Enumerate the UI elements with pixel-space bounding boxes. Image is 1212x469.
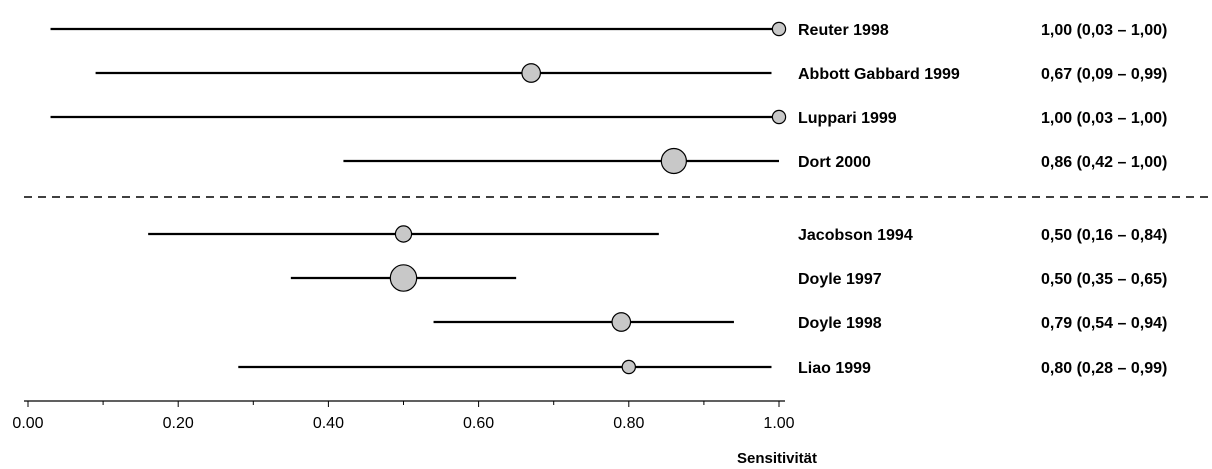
ci-value-label: 0,80 (0,28 – 0,99) (1041, 360, 1167, 377)
study-row: Dort 2000 0,86 (0,42 – 1,00) (343, 147, 1167, 175)
study-rows: Reuter 1998 1,00 (0,03 – 1,00) Abbott Gabb… (50, 21, 1167, 377)
study-row: Jacobson 1994 0,50 (0,16 – 0,84) (148, 225, 1167, 244)
study-label: Reuter 1998 (798, 22, 889, 39)
ci-value-label: 0,50 (0,35 – 0,65) (1041, 271, 1167, 288)
ci-value-label: 0,86 (0,42 – 1,00) (1041, 154, 1167, 171)
ci-value-label: 0,79 (0,54 – 0,94) (1041, 315, 1167, 332)
x-tick-label: 0.00 (12, 415, 43, 432)
ci-value-label: 0,67 (0,09 – 0,99) (1041, 66, 1167, 83)
x-axis: 0.00 0.20 0.40 0.60 0.80 1.00 (12, 400, 795, 432)
point-estimate (394, 225, 413, 243)
ci-value-label: 0,50 (0,16 – 0,84) (1041, 227, 1167, 244)
point-estimate (521, 63, 542, 83)
x-tick-label: 0.40 (313, 415, 344, 432)
study-row: Reuter 1998 1,00 (0,03 – 1,00) (50, 21, 1167, 39)
study-row: Doyle 1998 0,79 (0,54 – 0,94) (433, 312, 1167, 332)
study-label: Jacobson 1994 (798, 227, 913, 244)
study-label: Abbott Gabbard 1999 (798, 66, 960, 83)
ci-value-label: 1,00 (0,03 – 1,00) (1041, 110, 1167, 127)
point-estimate (771, 21, 787, 37)
x-axis-title: Sensitivität (737, 450, 817, 467)
x-tick-label: 0.20 (163, 415, 194, 432)
study-row: Doyle 1997 0,50 (0,35 – 0,65) (290, 264, 1167, 292)
point-estimate (389, 264, 418, 292)
study-row: Luppari 1999 1,00 (0,03 – 1,00) (50, 109, 1167, 127)
x-tick-label: 0.60 (463, 415, 494, 432)
ci-value-label: 1,00 (0,03 – 1,00) (1041, 22, 1167, 39)
point-estimate (771, 109, 787, 125)
point-estimate (611, 312, 632, 332)
study-label: Dort 2000 (798, 154, 871, 171)
x-tick-label: 0.80 (613, 415, 644, 432)
study-label: Liao 1999 (798, 360, 871, 377)
point-estimate (621, 359, 637, 375)
study-label: Doyle 1998 (798, 315, 882, 332)
study-row: Abbott Gabbard 1999 0,67 (0,09 – 0,99) (95, 63, 1167, 83)
study-label: Luppari 1999 (798, 110, 897, 127)
study-label: Doyle 1997 (798, 271, 882, 288)
study-row: Liao 1999 0,80 (0,28 – 0,99) (238, 359, 1167, 377)
x-tick-label: 1.00 (763, 415, 794, 432)
point-estimate (660, 147, 687, 175)
